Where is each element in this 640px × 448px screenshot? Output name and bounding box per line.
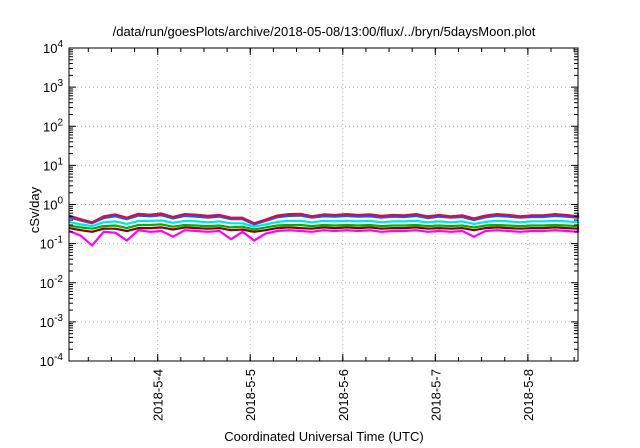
y-tick-label: 10-4 — [40, 352, 64, 369]
y-axis: 10-4 10-3 10-2 10-1 100 101 102 103 104 — [40, 39, 578, 369]
x-tick-label: 2018-5-6 — [336, 369, 351, 421]
series-line-6 — [68, 212, 580, 225]
y-tick-label: 101 — [43, 156, 63, 173]
y-tick-label: 10-1 — [40, 235, 64, 252]
series-line-5 — [68, 214, 580, 226]
x-tick-label: 2018-5-7 — [428, 369, 443, 421]
series-line-3 — [68, 223, 580, 231]
y-tick-label: 10-3 — [40, 313, 64, 330]
series-line-4 — [68, 219, 580, 228]
x-tick-label: 2018-5-8 — [521, 369, 536, 421]
y-tick-label: 102 — [43, 117, 63, 134]
x-axis-label: Coordinated Universal Time (UTC) — [224, 429, 423, 444]
y-tick-label: 103 — [43, 78, 63, 95]
series-line-2 — [68, 226, 580, 233]
x-tick-label: 2018-5-5 — [243, 369, 258, 421]
series-group — [68, 212, 580, 247]
y-tick-label: 104 — [43, 39, 63, 56]
x-axis: 2018-5-4 2018-5-5 2018-5-6 2018-5-7 2018-5-8 — [87, 48, 575, 421]
y-tick-label: 10-2 — [40, 274, 64, 291]
series-line-1 — [68, 229, 580, 247]
y-tick-label: 100 — [43, 196, 63, 213]
grid — [69, 48, 578, 361]
y-axis-label: cSv/day — [27, 186, 42, 233]
x-tick-label: 2018-5-4 — [151, 369, 166, 421]
chart-title: /data/run/goesPlots/archive/2018-05-08/1… — [113, 24, 536, 39]
